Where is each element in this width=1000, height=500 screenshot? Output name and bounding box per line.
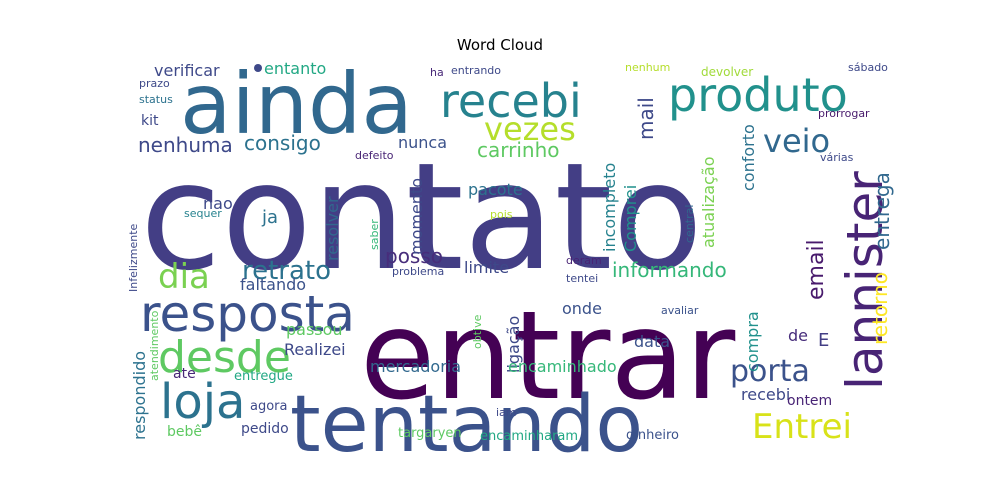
word-entrega: entrega <box>870 172 894 250</box>
word-prorrogar: prorrogar <box>818 107 870 120</box>
word-ha: ha <box>430 66 444 79</box>
word-devolver: devolver <box>701 65 753 79</box>
word-respondido: respondido <box>130 351 149 440</box>
word-comprei: Comprei <box>621 185 640 252</box>
word-incompleto: incompleto <box>600 163 619 252</box>
word-mercadoria: mercadoria <box>370 357 461 376</box>
word-nenhum: nenhum <box>625 61 670 74</box>
word-nunca: nunca <box>398 133 447 152</box>
word-recebi: recebi <box>741 385 790 404</box>
word-tentando: tentando <box>290 380 643 470</box>
word-e: E <box>818 330 829 351</box>
word-carrinho: carrinho <box>477 138 560 162</box>
word-v-rias: várias <box>820 151 854 164</box>
word-entrar: entrar <box>360 285 736 427</box>
word-recebi: recebi <box>440 74 582 128</box>
word-tentei: tentei <box>566 272 598 285</box>
word-data: data <box>634 332 670 351</box>
word-agora: agora <box>250 399 287 414</box>
word-ja: ja <box>261 207 278 228</box>
word-vezes: vezes <box>484 110 576 148</box>
word-contato: contato <box>140 131 703 303</box>
word-central: central <box>683 205 696 243</box>
word-iam: iam <box>496 406 517 419</box>
word-beb-: bebê <box>167 424 202 440</box>
word-liga-o: ligação <box>504 316 523 373</box>
word-dia: dia <box>158 257 210 297</box>
word-defeito: defeito <box>355 149 394 162</box>
word-faltando: faltando <box>240 275 306 294</box>
word-porta: porta <box>730 354 810 389</box>
word-entregue: entregue <box>234 369 293 384</box>
word-pacote: pacote <box>468 180 523 199</box>
word-entrando: entrando <box>451 64 501 77</box>
word-encaminharam: encaminharam <box>480 429 578 444</box>
word-saber: saber <box>368 219 381 250</box>
decorative-dot <box>254 64 262 72</box>
word-compra: compra <box>743 311 762 372</box>
word-kit: kit <box>141 113 159 129</box>
word-onde: onde <box>562 299 602 318</box>
word-deram: deram <box>566 254 602 267</box>
word-ainda: ainda <box>180 55 413 153</box>
word-lannister: lannister <box>836 171 894 390</box>
word-s-bado: sábado <box>848 61 888 74</box>
word-problema: problema <box>392 265 444 278</box>
word-de: de <box>788 326 808 345</box>
word-ontem: ontem <box>787 393 832 409</box>
word-entrei: Entrei <box>752 407 852 447</box>
word-resolver: resolver <box>323 196 342 261</box>
word-desde: desde <box>158 332 291 383</box>
word-conforto: conforto <box>739 124 758 191</box>
word-pedido: pedido <box>241 421 289 437</box>
word-nenhuma: nenhuma <box>138 133 233 157</box>
word-atendimento: atendimento <box>148 310 161 381</box>
word-status: status <box>139 93 173 106</box>
word-produto: produto <box>668 68 848 122</box>
chart-title: Word Cloud <box>456 36 544 54</box>
word-limite: limite <box>464 258 509 277</box>
word-retorno: retorno <box>868 272 892 345</box>
word-ate: ate <box>173 366 196 382</box>
word-targaryen: targaryen <box>398 426 462 441</box>
word-verificar: verificar <box>154 61 220 80</box>
word-email: email <box>804 239 829 300</box>
word-realizei: Realizei <box>284 340 346 359</box>
word-loja: loja <box>160 374 245 430</box>
word-atualiza-o: atualização <box>699 156 718 248</box>
word-veio: veio <box>763 122 830 160</box>
word-pois: pois <box>490 208 513 221</box>
word-sequer: sequer <box>184 207 222 220</box>
word-informando: informando <box>612 258 727 282</box>
word-resposta: resposta <box>140 285 355 343</box>
word-prazo: prazo <box>139 77 170 90</box>
word-avaliar: avaliar <box>661 304 699 317</box>
word-mail: mail <box>634 97 658 140</box>
word-momento: momento <box>407 178 426 255</box>
word-posso: posso <box>385 244 443 268</box>
word-encaminhado: encaminhado <box>508 357 617 376</box>
word-retrato: retrato <box>242 256 331 286</box>
word-nao: nao <box>203 194 233 213</box>
word-infelizmente: Infelizmente <box>127 223 140 292</box>
word-consigo: consigo <box>244 131 321 155</box>
word-entanto: entanto <box>264 59 326 78</box>
word-obtive: obtive <box>471 314 484 349</box>
word-passou: passou <box>286 320 343 339</box>
word-dinheiro: dinheiro <box>626 428 679 443</box>
